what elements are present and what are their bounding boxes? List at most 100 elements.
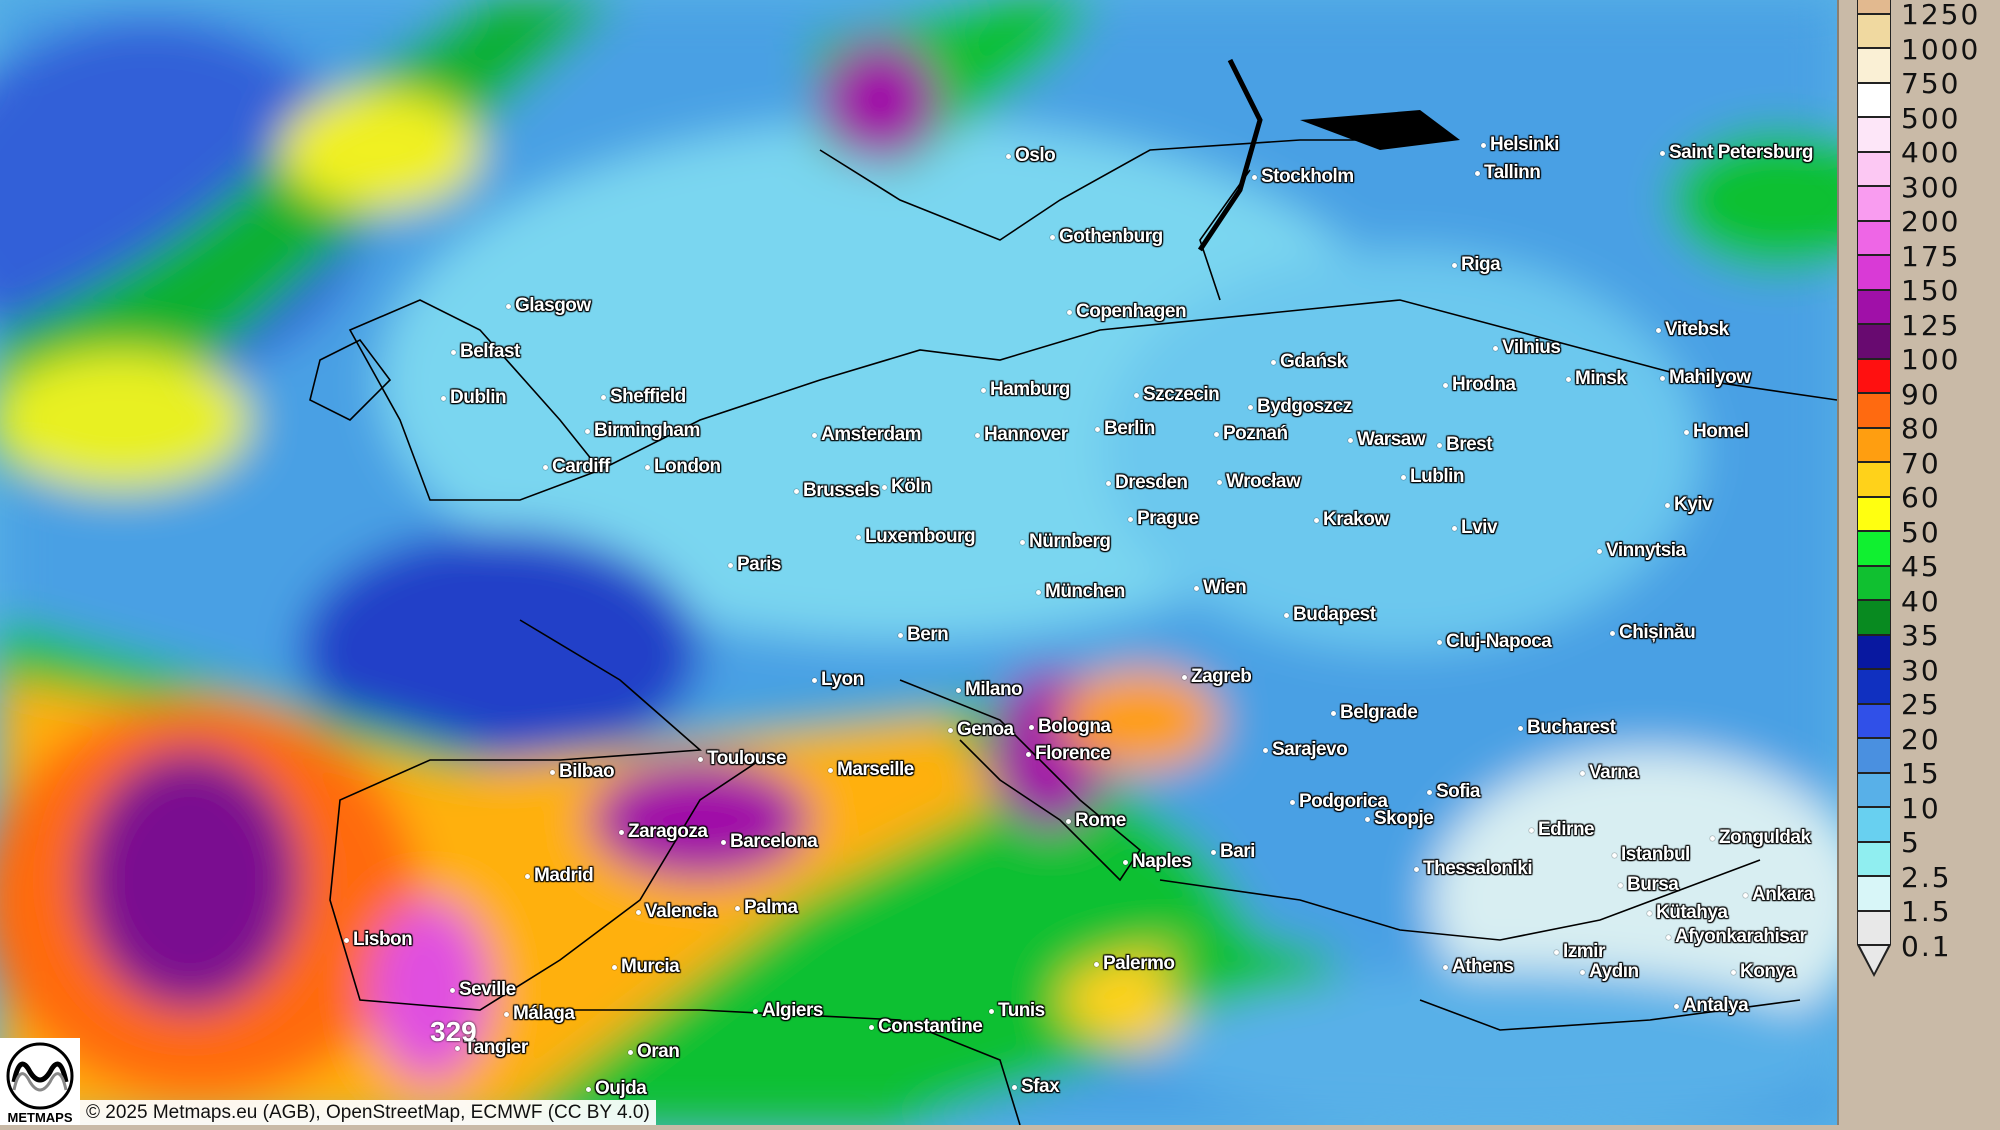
- city-marker-icon: [344, 937, 349, 943]
- city-label: Palermo: [1094, 953, 1175, 975]
- legend-label: 200: [1901, 205, 1961, 238]
- legend-label: 1500: [1901, 0, 1980, 2]
- legend-swatch: [1857, 220, 1891, 255]
- city-marker-icon: [1647, 910, 1652, 916]
- city-marker-icon: [612, 964, 617, 970]
- city-label: Izmir: [1554, 941, 1605, 963]
- city-name: Birmingham: [594, 420, 700, 441]
- city-name: Dublin: [450, 387, 507, 408]
- city-name: Gothenburg: [1059, 226, 1163, 247]
- legend-swatch: [1857, 393, 1891, 428]
- city-label: Varna: [1580, 762, 1639, 784]
- city-name: Brest: [1446, 434, 1493, 455]
- legend-swatch: [1857, 669, 1891, 704]
- legend-swatch: [1857, 289, 1891, 324]
- city-marker-icon: [1106, 480, 1111, 486]
- legend-row: 100: [1857, 324, 1997, 374]
- city-name: Konya: [1740, 961, 1796, 982]
- city-label: Dresden: [1106, 472, 1188, 494]
- city-label: Vitebsk: [1656, 319, 1729, 341]
- legend-label: 40: [1901, 584, 1941, 618]
- legend-label: 15: [1901, 757, 1941, 790]
- legend-label: 0.1: [1901, 929, 1952, 963]
- city-marker-icon: [1414, 866, 1419, 872]
- legend-row: 0.1: [1857, 910, 1997, 960]
- city-label: Antalya: [1674, 995, 1749, 1017]
- city-label: Dublin: [441, 387, 507, 409]
- city-label: Birmingham: [585, 420, 700, 442]
- city-marker-icon: [981, 387, 986, 393]
- city-name: Valencia: [645, 901, 718, 922]
- legend-label: 400: [1901, 136, 1961, 169]
- city-label: Naples: [1123, 851, 1192, 873]
- city-label: Amsterdam: [812, 424, 922, 446]
- city-name: Hannover: [984, 424, 1068, 445]
- legend-swatch: [1857, 151, 1891, 186]
- city-marker-icon: [1217, 479, 1222, 485]
- city-label: Brussels: [794, 480, 880, 502]
- legend-label: 2.5: [1901, 860, 1952, 894]
- city-label: Konya: [1731, 961, 1796, 983]
- city-name: Ankara: [1752, 884, 1814, 905]
- city-marker-icon: [1660, 375, 1665, 381]
- city-marker-icon: [1066, 818, 1071, 824]
- city-name: Sarajevo: [1272, 739, 1348, 760]
- city-name: Nürnberg: [1029, 531, 1111, 552]
- city-name: Poznań: [1223, 423, 1288, 444]
- metmaps-logo[interactable]: METMAPS: [0, 1038, 80, 1125]
- legend-row: 25: [1857, 669, 1997, 719]
- city-marker-icon: [1182, 674, 1187, 680]
- legend-swatch: [1857, 117, 1891, 152]
- city-marker-icon: [1731, 969, 1736, 975]
- city-label: Tallinn: [1475, 162, 1541, 184]
- city-label: Sheffield: [601, 386, 686, 408]
- city-marker-icon: [1026, 751, 1031, 757]
- city-name: Saint Petersburg: [1669, 142, 1814, 163]
- city-marker-icon: [525, 873, 530, 879]
- legend-label: 35: [1901, 619, 1941, 652]
- city-label: Tunis: [989, 1000, 1045, 1022]
- city-label: Saint Petersburg: [1660, 142, 1814, 164]
- precipitation-legend: 1250 1000 750 500 400 300 200 175 150 125 100 90 80 7…: [1837, 0, 2000, 1125]
- legend-swatch: [1857, 910, 1891, 945]
- legend-label: 5: [1901, 826, 1921, 859]
- city-label: Lviv: [1452, 517, 1498, 539]
- city-marker-icon: [856, 534, 861, 540]
- legend-swatch: [1857, 324, 1891, 359]
- city-name: Barcelona: [730, 831, 818, 852]
- city-marker-icon: [1123, 859, 1128, 865]
- city-name: Tunis: [998, 1000, 1045, 1021]
- city-label: Rome: [1066, 810, 1126, 832]
- city-name: Málaga: [513, 1003, 575, 1024]
- city-label: Wrocław: [1217, 471, 1301, 493]
- city-name: Bologna: [1038, 716, 1111, 737]
- city-label: Luxembourg: [856, 526, 976, 548]
- city-label: Lublin: [1401, 466, 1464, 488]
- city-label: Afyonkarahisar: [1666, 926, 1807, 948]
- precipitation-map[interactable]: Oslo Stockholm Helsinki Tallinn Saint Peters…: [0, 0, 1837, 1125]
- city-label: Milano: [956, 679, 1023, 701]
- legend-row: 15: [1857, 738, 1997, 788]
- city-marker-icon: [1437, 639, 1442, 645]
- city-marker-icon: [1437, 442, 1442, 448]
- city-marker-icon: [506, 303, 511, 309]
- city-marker-icon: [451, 349, 456, 355]
- city-marker-icon: [1452, 262, 1457, 268]
- legend-swatch: [1857, 876, 1891, 911]
- city-marker-icon: [586, 1086, 591, 1092]
- city-name: Madrid: [534, 865, 594, 886]
- city-name: Bilbao: [559, 761, 615, 782]
- legend-row: 125: [1857, 289, 1997, 339]
- city-marker-icon: [1618, 882, 1623, 888]
- city-name: Murcia: [621, 956, 680, 977]
- city-label: Brest: [1437, 434, 1493, 456]
- city-label: Zagreb: [1182, 666, 1252, 688]
- legend-row: 70: [1857, 427, 1997, 477]
- city-label: Tangier: [455, 1037, 528, 1059]
- legend-swatch: [1857, 0, 1891, 14]
- city-name: Antalya: [1683, 995, 1749, 1016]
- city-name: Oslo: [1015, 145, 1056, 166]
- legend-row: 400: [1857, 117, 1997, 167]
- city-label: Bucharest: [1518, 717, 1616, 739]
- city-label: Riga: [1452, 254, 1501, 276]
